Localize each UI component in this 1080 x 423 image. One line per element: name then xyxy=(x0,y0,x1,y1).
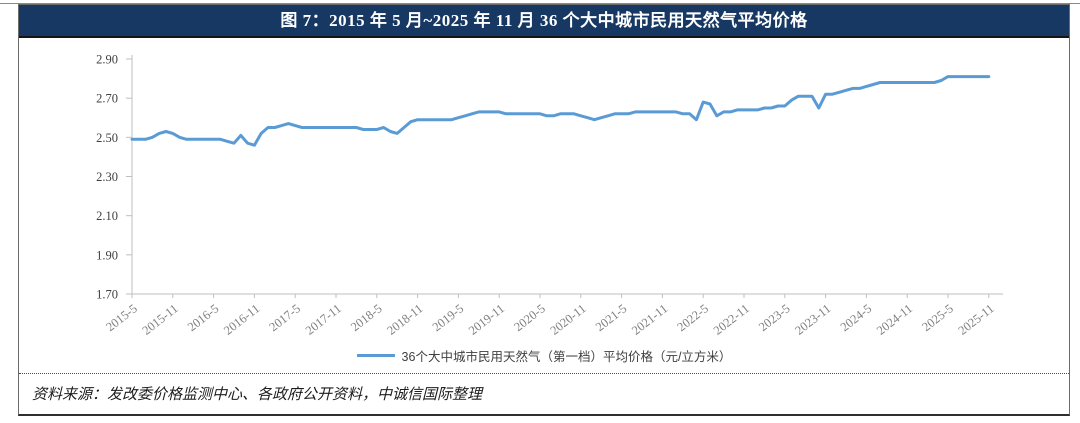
x-tick-label: 2024-5 xyxy=(838,301,875,334)
x-tick-label: 2015-11 xyxy=(140,301,181,337)
x-tick-label: 2022-11 xyxy=(711,301,752,337)
page-top-rule xyxy=(0,3,1080,4)
x-tick-label: 2025-5 xyxy=(919,301,956,334)
legend-line-swatch xyxy=(356,354,395,357)
x-tick-label: 2017-11 xyxy=(303,301,344,337)
x-tick-label: 2020-5 xyxy=(511,301,548,334)
x-tick-label: 2025-11 xyxy=(956,301,997,337)
x-tick-label: 2018-11 xyxy=(384,301,425,337)
figure-title: 图 7：2015 年 5 月~2025 年 11 月 36 个大中城市民用天然气… xyxy=(19,5,1069,38)
chart-legend: 36个大中城市民用天然气（第一档）平均价格（元/立方米） xyxy=(19,346,1069,365)
chart-area: 2.90 2.70 2.50 2.30 2.10 1.90 1.70 2015-5 2015-1… xyxy=(19,38,1069,373)
x-tick-label: 2023-11 xyxy=(792,301,833,337)
x-tick-label: 2016-5 xyxy=(185,301,222,334)
figure-box: 图 7：2015 年 5 月~2025 年 11 月 36 个大中城市民用天然气… xyxy=(18,4,1070,416)
x-tick-label: 2020-11 xyxy=(548,301,589,337)
x-tick-label: 2019-11 xyxy=(466,301,507,337)
x-tick-label: 2018-5 xyxy=(348,301,385,334)
x-tick-label: 2022-5 xyxy=(675,301,712,334)
y-tick-label: 1.70 xyxy=(96,288,118,302)
y-tick-label: 2.90 xyxy=(96,53,118,67)
price-line xyxy=(130,75,991,147)
y-tick-label: 1.90 xyxy=(96,248,118,262)
x-tick-label: 2024-11 xyxy=(874,301,915,337)
x-tick-label: 2016-11 xyxy=(221,301,262,337)
y-tick-label: 2.70 xyxy=(96,92,118,106)
source-note: 资料来源：发改委价格监测中心、各政府公开资料，中诚信国际整理 xyxy=(19,373,1069,414)
x-tick-label: 2019-5 xyxy=(430,301,467,334)
y-tick-label: 2.50 xyxy=(96,131,118,145)
y-tick-label: 2.30 xyxy=(96,170,118,184)
x-tick-label: 2021-5 xyxy=(593,301,630,334)
x-tick-label: 2021-11 xyxy=(629,301,670,337)
x-tick-label: 2017-5 xyxy=(267,301,304,334)
x-tick-label: 2023-5 xyxy=(756,301,793,334)
legend-label: 36个大中城市民用天然气（第一档）平均价格（元/立方米） xyxy=(401,350,732,364)
x-tick-label: 2015-5 xyxy=(103,301,140,334)
y-tick-label: 2.10 xyxy=(96,209,118,223)
